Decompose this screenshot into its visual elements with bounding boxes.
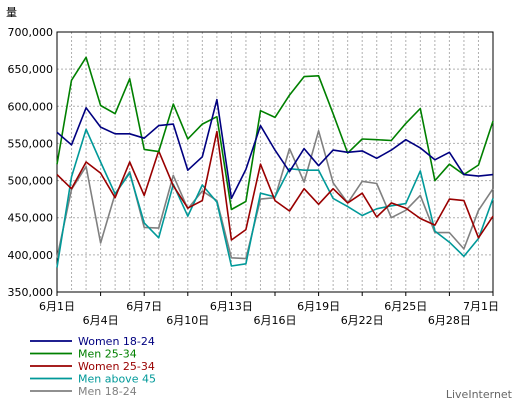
- x-tick-label: 6月22日: [341, 314, 384, 327]
- series-lines: [56, 56, 494, 268]
- x-tick-label: 7月1日: [463, 300, 499, 313]
- x-tick-label: 6月10日: [166, 314, 209, 327]
- legend-label: Men above 45: [78, 373, 156, 386]
- y-tick-label: 350,000: [8, 286, 54, 299]
- series-line: [56, 56, 494, 211]
- y-tick-label: 400,000: [8, 249, 54, 262]
- y-axis-label: 量: [6, 6, 17, 19]
- x-tick-label: 6月1日: [39, 300, 75, 313]
- series-line: [56, 130, 494, 241]
- y-tick-label: 450,000: [8, 212, 54, 225]
- x-tick-label: 6月16日: [254, 314, 297, 327]
- legend-label: Women 18-24: [78, 335, 155, 348]
- y-tick-label: 700,000: [8, 26, 54, 39]
- series-line: [56, 128, 494, 268]
- footer-brand: LiveInternet: [446, 388, 513, 401]
- x-tick-label: 6月13日: [210, 300, 253, 313]
- x-axis-ticks: 6月1日6月4日6月7日6月10日6月13日6月16日6月19日6月22日6月2…: [39, 292, 499, 327]
- legend-label: Men 18-24: [78, 385, 137, 398]
- x-tick-label: 6月7日: [126, 300, 162, 313]
- series-line: [56, 98, 494, 200]
- y-tick-label: 550,000: [8, 137, 54, 150]
- grid: [57, 32, 493, 292]
- x-tick-label: 6月19日: [297, 300, 340, 313]
- y-tick-label: 600,000: [8, 100, 54, 113]
- x-tick-label: 6月25日: [384, 300, 427, 313]
- x-tick-label: 6月4日: [83, 314, 119, 327]
- y-axis-ticks: 350,000 400,000 450,000 500,000 550,000 600,0…: [8, 26, 54, 299]
- legend-label: Men 25-34: [78, 348, 137, 361]
- y-tick-label: 650,000: [8, 63, 54, 76]
- legend-label: Women 25-34: [78, 360, 155, 373]
- x-tick-label: 6月28日: [428, 314, 471, 327]
- y-tick-label: 500,000: [8, 175, 54, 188]
